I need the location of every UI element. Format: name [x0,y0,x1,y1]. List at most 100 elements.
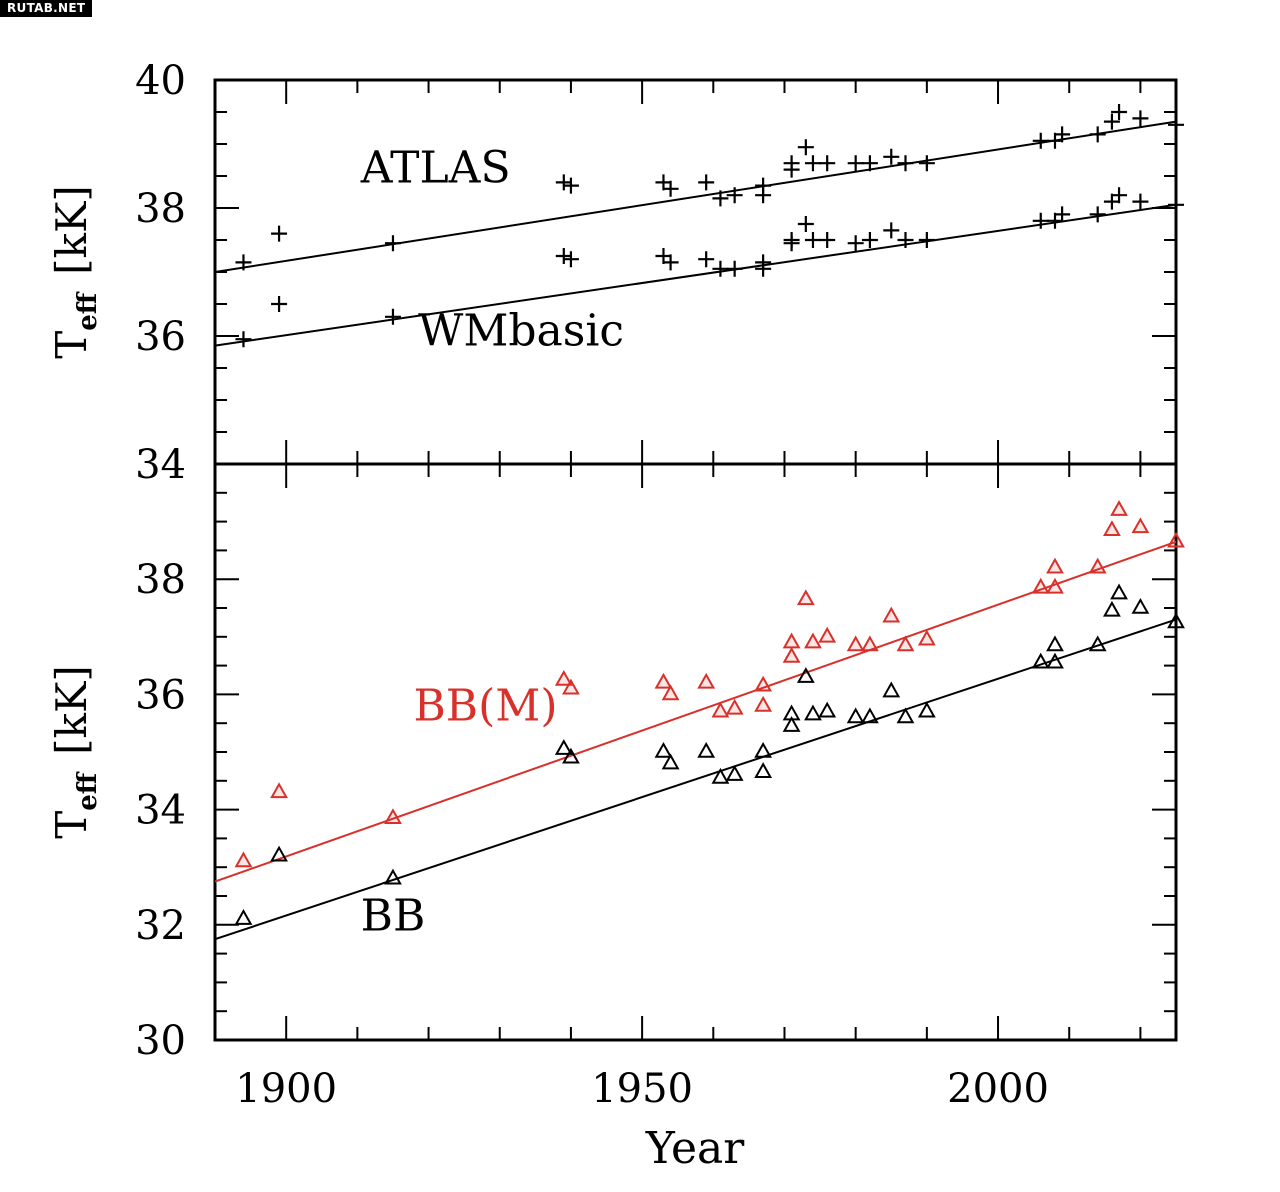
data-point [1167,612,1185,629]
data-point [883,222,900,239]
y-tick-label: 34 [135,442,186,488]
data-point [755,260,772,277]
series-annotation: BB [361,891,426,942]
bottom-panel: 30 32 34 36 38 1900 1950 2000 Teff [kK] BB(M) BB [47,462,1185,1112]
data-point [697,672,716,689]
data-point [804,704,822,721]
data-point [754,695,773,712]
data-point [1046,635,1064,652]
data-point [1103,600,1121,617]
y-axis-label-main: T [47,811,96,839]
data-point [917,629,936,646]
data-point [1054,206,1071,223]
y-axis-label: Teff [kK] [47,185,103,359]
data-point [725,698,744,715]
data-point [782,646,801,663]
data-point [1131,597,1150,614]
data-point [1046,557,1064,574]
data-point [555,174,572,191]
data-point [819,155,836,172]
plot-frame [213,78,1178,466]
data-point [818,701,837,718]
data-point [782,632,801,649]
data-point [384,308,401,325]
data-point [796,667,815,683]
data-point [235,331,252,348]
y-tick-label: 38 [135,186,186,232]
data-point [783,232,800,248]
data-point [847,235,864,252]
top-panel: 34 36 38 40 Teff [kK] ATLAS WMbasic [47,58,1184,488]
data-point [897,155,914,172]
data-point [846,635,865,652]
data-point [712,190,729,207]
data-point [384,235,401,252]
data-point [797,216,814,232]
y-tick-label: 32 [135,903,186,949]
data-point [726,260,743,277]
data-point [882,681,901,698]
y-axis-label-main: T [47,331,96,359]
data-point [804,232,821,248]
y-tick-label: 36 [135,672,186,718]
data-point [562,678,580,695]
fit-line [214,203,1177,347]
data-point [897,232,914,248]
x-tick-label: 2000 [947,1066,1049,1112]
data-point [235,254,252,271]
data-point [847,155,864,172]
data-point [1111,104,1128,120]
data-point [711,767,730,784]
data-point [861,155,878,172]
y-axis-label-unit: [kK] [47,185,96,275]
data-point [661,753,680,770]
data-point [918,232,935,248]
data-point [555,248,572,264]
data-point [860,635,879,652]
data-point [754,762,773,778]
data-point [654,741,673,758]
data-point [1032,132,1049,149]
data-point [697,741,716,758]
data-point [726,187,743,204]
data-point [1031,652,1050,669]
data-point [1167,531,1185,548]
data-point [698,251,715,268]
data-point [1132,193,1149,210]
data-point [662,254,679,271]
data-point [755,187,772,204]
data-point [896,707,915,724]
data-point [271,225,288,242]
data-point [554,739,573,755]
data-point [711,701,730,718]
data-point [1110,583,1128,600]
data-point [1168,196,1184,213]
data-point [384,868,402,885]
data-point [846,707,865,724]
data-point [270,845,288,862]
data-point [1088,635,1107,652]
series-bb [214,583,1185,941]
y-tick-label: 36 [135,314,186,360]
y-tick-label: 38 [135,557,186,603]
data-point [1089,126,1106,143]
series-bb-m- [214,500,1185,883]
y-tick-label: 40 [135,58,186,104]
data-point [1132,110,1149,127]
data-point [562,177,579,194]
series-wmbasic [214,187,1184,348]
series-annotation: WMbasic [418,306,624,357]
data-point [1032,212,1049,229]
data-point [819,232,836,248]
data-point [1089,206,1106,223]
data-point [384,808,402,825]
x-axis-label: Year [645,1123,745,1174]
data-point [270,782,288,799]
series-annotation: BB(M) [413,680,557,731]
data-point [782,704,801,721]
watermark: RUTAB.NET [0,0,93,17]
y-axis-label: Teff [kK] [47,665,103,839]
series-annotation: ATLAS [360,142,511,193]
y-axis-label-sub: eff [73,771,103,811]
